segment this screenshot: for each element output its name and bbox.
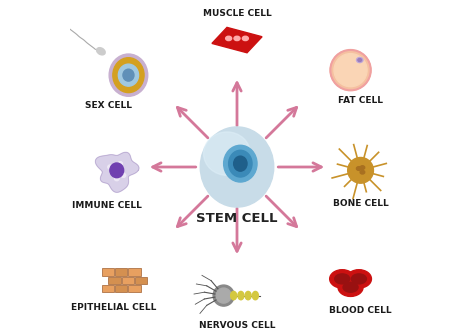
FancyBboxPatch shape xyxy=(115,268,128,276)
Ellipse shape xyxy=(330,270,355,288)
Text: IMMUNE CELL: IMMUNE CELL xyxy=(72,201,142,210)
Ellipse shape xyxy=(335,274,350,284)
Ellipse shape xyxy=(245,291,251,300)
Ellipse shape xyxy=(234,36,240,41)
Circle shape xyxy=(348,157,374,183)
Ellipse shape xyxy=(338,278,363,297)
Ellipse shape xyxy=(343,282,358,292)
Ellipse shape xyxy=(108,165,112,169)
Ellipse shape xyxy=(118,64,138,86)
Ellipse shape xyxy=(242,36,248,41)
FancyBboxPatch shape xyxy=(109,277,121,284)
Ellipse shape xyxy=(356,167,361,170)
Ellipse shape xyxy=(113,58,144,93)
Ellipse shape xyxy=(234,156,247,171)
Ellipse shape xyxy=(110,163,124,178)
Ellipse shape xyxy=(360,170,365,174)
Polygon shape xyxy=(212,27,262,53)
Circle shape xyxy=(334,54,367,87)
Text: STEM CELL: STEM CELL xyxy=(196,212,278,225)
Ellipse shape xyxy=(360,166,365,169)
Ellipse shape xyxy=(346,270,372,288)
Ellipse shape xyxy=(228,150,252,177)
Text: BONE CELL: BONE CELL xyxy=(333,199,389,208)
Polygon shape xyxy=(95,152,139,192)
Ellipse shape xyxy=(123,69,134,81)
FancyBboxPatch shape xyxy=(128,285,141,292)
Text: SEX CELL: SEX CELL xyxy=(85,101,132,110)
FancyBboxPatch shape xyxy=(128,268,141,276)
Ellipse shape xyxy=(226,36,232,41)
Text: MUSCLE CELL: MUSCLE CELL xyxy=(202,9,272,18)
Ellipse shape xyxy=(109,54,148,96)
Ellipse shape xyxy=(114,177,119,181)
Ellipse shape xyxy=(224,145,257,182)
FancyBboxPatch shape xyxy=(102,268,114,276)
Ellipse shape xyxy=(252,291,258,300)
FancyBboxPatch shape xyxy=(122,277,134,284)
Ellipse shape xyxy=(231,291,237,300)
Text: EPITHELIAL CELL: EPITHELIAL CELL xyxy=(71,303,156,312)
Ellipse shape xyxy=(351,274,366,284)
Ellipse shape xyxy=(238,291,244,300)
Ellipse shape xyxy=(97,48,105,55)
Ellipse shape xyxy=(358,58,362,61)
FancyBboxPatch shape xyxy=(115,285,128,292)
Circle shape xyxy=(330,50,371,91)
Text: FAT CELL: FAT CELL xyxy=(338,96,383,105)
FancyBboxPatch shape xyxy=(135,277,147,284)
Ellipse shape xyxy=(204,132,250,175)
Ellipse shape xyxy=(200,127,274,207)
Ellipse shape xyxy=(118,162,122,166)
Circle shape xyxy=(216,288,231,303)
Ellipse shape xyxy=(111,172,116,176)
Circle shape xyxy=(213,285,234,306)
Text: BLOOD CELL: BLOOD CELL xyxy=(329,306,392,315)
Ellipse shape xyxy=(121,173,126,177)
Ellipse shape xyxy=(356,57,363,62)
Text: NERVOUS CELL: NERVOUS CELL xyxy=(199,321,275,330)
FancyBboxPatch shape xyxy=(102,285,114,292)
